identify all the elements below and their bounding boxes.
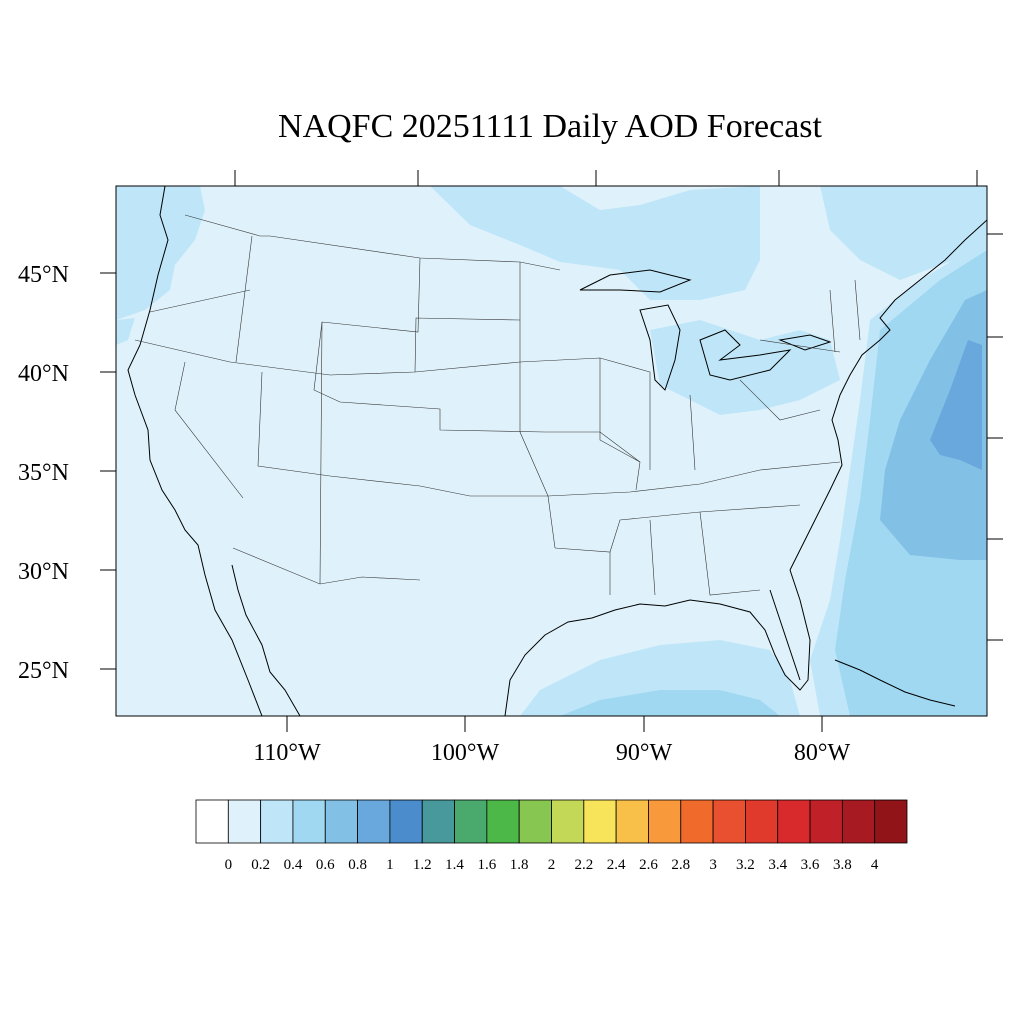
lat-label-40: 40°N [18, 361, 69, 387]
colorbar-swatch [583, 799, 617, 844]
colorbar-label: 2.6 [639, 857, 658, 873]
colorbar-swatch [389, 799, 423, 844]
coastline-florida-east [769, 589, 801, 681]
colorbar-swatch [292, 799, 326, 844]
colorbar-swatch [357, 799, 391, 844]
great-lakes-superior [579, 269, 692, 293]
colorbar-label: 3.8 [833, 857, 852, 873]
map-frame [115, 185, 988, 717]
aod-region-northern-maine [820, 186, 987, 280]
left-ticks [100, 272, 116, 670]
colorbar-label: 0 [225, 857, 233, 873]
aod-region-pacific-coast-band [116, 318, 135, 345]
bottom-ticks [286, 716, 823, 732]
coastline-west [127, 186, 263, 716]
colorbar-swatch [745, 799, 779, 844]
great-lakes-michigan [639, 304, 681, 391]
colorbar-swatch [615, 799, 649, 844]
aod-region-atlantic-max [930, 340, 982, 470]
colorbar-swatch [680, 799, 714, 844]
colorbar-label: 0.4 [284, 857, 303, 873]
map-title: NAQFC 20251111 Daily AOD Forecast [278, 108, 822, 145]
lat-label-30: 30°N [18, 559, 69, 585]
coastline-baja-gulf [231, 564, 301, 716]
colorbar-swatch [227, 799, 262, 844]
colorbar: 0 0.2 0.4 0.6 0.8 1 1.2 1.4 1.6 1.8 2 2.2 2.4 2.6 2.8 3… [195, 799, 908, 873]
lon-label-90: 90°W [616, 740, 673, 766]
great-lakes-ontario [778, 334, 832, 351]
top-ticks [234, 170, 978, 186]
colorbar-label: 3.4 [768, 857, 787, 873]
colorbar-swatch [648, 799, 682, 844]
colorbar-swatch [551, 799, 585, 844]
colorbar-label: 4 [871, 857, 879, 873]
colorbar-swatch [809, 799, 843, 844]
state-boundaries [134, 214, 861, 596]
colorbar-label: 2.8 [671, 857, 690, 873]
colorbar-swatch [841, 799, 876, 844]
colorbar-label: 0.8 [348, 857, 367, 873]
colorbar-swatch [712, 799, 746, 844]
colorbar-swatch [421, 799, 455, 844]
colorbar-label: 1.8 [510, 857, 529, 873]
aod-region-gulf-core [560, 690, 780, 716]
colorbar-label: 2 [548, 857, 556, 873]
colorbar-label: 2.4 [607, 857, 626, 873]
aod-region-great-lakes-northeast [650, 320, 840, 415]
colorbar-label: 0.2 [251, 857, 270, 873]
colorbar-swatch [874, 799, 908, 844]
colorbar-swatch [260, 799, 294, 844]
colorbar-swatch [324, 799, 358, 844]
lon-label-100: 100°W [431, 740, 500, 766]
colorbar-swatch [486, 799, 520, 844]
colorbar-label: 1.4 [445, 857, 464, 873]
lat-label-25: 25°N [18, 658, 69, 684]
colorbar-label: 3.6 [801, 857, 820, 873]
colorbar-label: 0.6 [316, 857, 335, 873]
geographic-outlines [127, 186, 987, 716]
aod-region-upper-midwest [430, 186, 760, 300]
lat-label-35: 35°N [18, 460, 69, 486]
right-ticks [987, 233, 1003, 641]
lon-label-110: 110°W [253, 740, 321, 766]
colorbar-swatch [777, 799, 811, 844]
aod-field [116, 186, 987, 716]
aod-region-atlantic-core [880, 290, 987, 560]
colorbar-label: 1.6 [477, 857, 496, 873]
colorbar-swatch [518, 799, 552, 844]
lon-label-80: 80°W [794, 740, 851, 766]
colorbar-label: 1.2 [413, 857, 432, 873]
colorbar-swatch [195, 799, 229, 844]
cuba-bahamas [834, 659, 956, 707]
colorbar-label: 1 [386, 857, 394, 873]
colorbar-label: 3 [709, 857, 717, 873]
lat-label-45: 45°N [18, 262, 69, 288]
colorbar-swatch [454, 799, 488, 844]
aod-region-pacific-northwest [116, 186, 205, 320]
colorbar-label: 3.2 [736, 857, 755, 873]
coastline-gulf [504, 569, 811, 716]
colorbar-label: 2.2 [574, 857, 593, 873]
great-lakes-huron-erie [699, 329, 792, 381]
coastline-atlantic [789, 219, 987, 571]
